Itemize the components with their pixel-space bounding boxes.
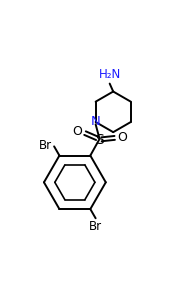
Text: H₂N: H₂N [99, 68, 121, 81]
Text: N: N [91, 116, 101, 128]
Text: Br: Br [89, 220, 102, 233]
Text: O: O [72, 125, 82, 138]
Text: Br: Br [39, 139, 52, 152]
Text: S: S [95, 133, 104, 147]
Text: O: O [118, 131, 128, 144]
